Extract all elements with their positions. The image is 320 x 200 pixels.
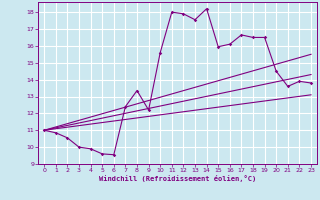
X-axis label: Windchill (Refroidissement éolien,°C): Windchill (Refroidissement éolien,°C): [99, 175, 256, 182]
